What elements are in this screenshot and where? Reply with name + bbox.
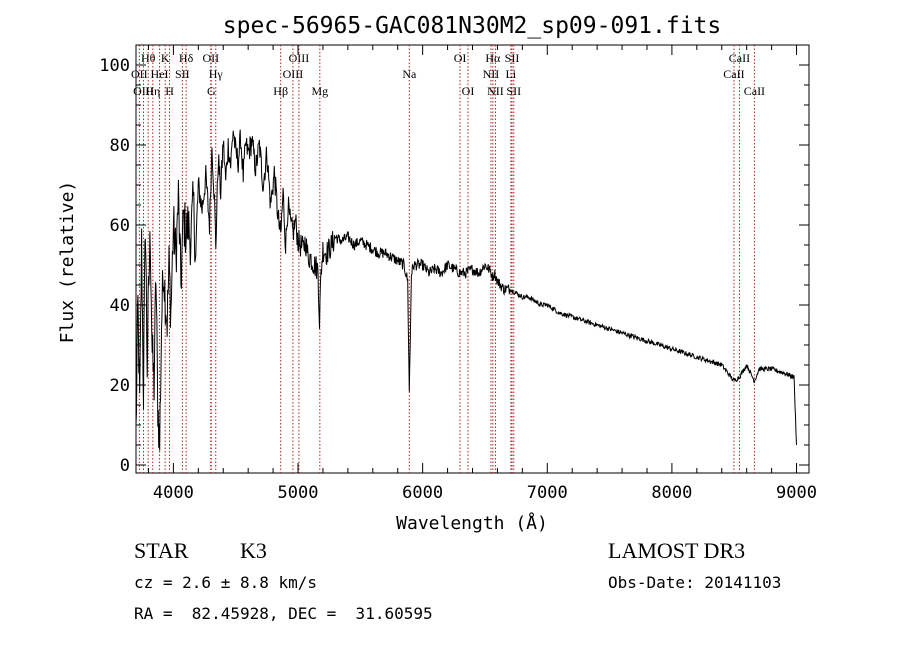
y-axis-label: Flux (relative) — [57, 181, 78, 344]
plot-frame — [135, 44, 810, 474]
x-tick-label: 6000 — [402, 483, 443, 503]
y-tick-label: 80 — [110, 136, 130, 156]
spectral-line-label: OIII — [133, 84, 154, 98]
spectral-line-label: Hθ — [141, 51, 156, 65]
chart-title: spec-56965-GAC081N30M2_sp09-091.fits — [223, 13, 722, 39]
y-tick-label: 0 — [120, 456, 130, 476]
y-tick-label: 40 — [110, 296, 130, 316]
spectral-line-label: NII — [487, 84, 504, 98]
redshift-info: cz = 2.6 ± 8.8 km/s — [134, 573, 318, 592]
y-tick-label: 100 — [99, 56, 130, 76]
x-tick-label: 7000 — [527, 483, 568, 503]
y-tick-label: 60 — [110, 216, 130, 236]
spectral-line-label: G — [207, 84, 216, 98]
survey-name: LAMOST DR3 — [608, 538, 746, 563]
spectral-line-label: CaII — [744, 84, 765, 98]
object-class: STAR — [134, 538, 189, 563]
spectral-line-label: K — [161, 51, 170, 65]
spectral-line-label: CaII — [723, 67, 744, 81]
spectral-line-label: Hα — [485, 51, 501, 65]
x-axis: 4000 5000 6000 7000 8000 9000 — [147, 45, 817, 503]
spectral-line-label: OII — [131, 67, 148, 81]
spectral-line-label: Hδ — [179, 51, 194, 65]
spectral-line-markers — [138, 45, 755, 473]
spectral-line-label: SII — [175, 67, 190, 81]
spectral-line-label: SII — [505, 51, 520, 65]
spectral-line-label: OII — [202, 51, 219, 65]
spectral-line-label: OIII — [283, 67, 304, 81]
y-axis: 0 20 40 60 80 100 — [99, 44, 809, 476]
x-axis-label: Wavelength (Å) — [396, 512, 548, 534]
spectral-line-label: SII — [506, 84, 521, 98]
spectral-line-label: OIII — [289, 51, 310, 65]
spectral-line-label: CaII — [729, 51, 750, 65]
x-tick-label: 8000 — [651, 483, 692, 503]
spectral-line-label: HeI — [151, 67, 169, 81]
flux-series-line — [135, 129, 797, 451]
spectral-line-label: OI — [462, 84, 475, 98]
x-tick-label: 4000 — [153, 483, 194, 503]
object-subclass: K3 — [240, 538, 267, 563]
spectral-line-label: Mg — [311, 84, 328, 98]
spectral-line-label: H — [165, 84, 174, 98]
observation-date: Obs-Date: 20141103 — [608, 573, 782, 592]
spectral-line-label: Hη — [145, 84, 160, 98]
spectral-line-label: Hβ — [273, 84, 288, 98]
x-tick-label: 5000 — [278, 483, 319, 503]
spectral-line-label: Na — [402, 67, 417, 81]
x-tick-label: 9000 — [776, 483, 817, 503]
coordinates: RA = 82.45928, DEC = 31.60595 — [134, 604, 433, 623]
spectral-line-label: Hγ — [209, 67, 224, 81]
y-tick-label: 20 — [110, 376, 130, 396]
spectral-line-label: NII — [483, 67, 500, 81]
spectral-line-label: OI — [454, 51, 467, 65]
spectral-line-label: Li — [506, 67, 517, 81]
